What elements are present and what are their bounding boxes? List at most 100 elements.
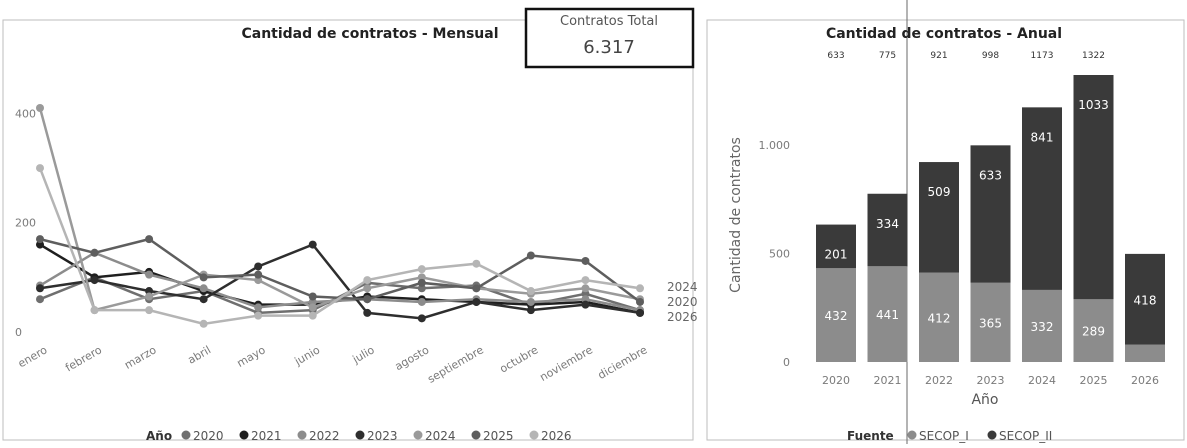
annual-legend: SECOP_I SECOP_II xyxy=(907,429,1052,443)
x-tick-label: agosto xyxy=(393,343,432,373)
x-tick-label: 2023 xyxy=(977,374,1005,387)
data-point xyxy=(145,270,154,279)
data-point xyxy=(417,265,426,274)
total-label: 1173 xyxy=(1031,51,1054,61)
data-point xyxy=(199,273,208,282)
bar-segment-SECOP_II xyxy=(816,224,856,269)
annual-bar-chart: 0 500 1.000 432 201 2020 633 441 334 2021 775 412 50… xyxy=(759,51,1165,387)
bar-data-label: 365 xyxy=(979,316,1002,330)
bar-segment-SECOP_I xyxy=(1125,344,1165,362)
data-point xyxy=(308,311,317,320)
bar-segment-SECOP_II xyxy=(1073,75,1114,300)
data-point xyxy=(36,164,44,173)
data-point xyxy=(36,104,44,112)
legend-marker-2020 xyxy=(181,430,191,440)
bar-data-label: 1033 xyxy=(1078,98,1109,112)
bar-segment-SECOP_II xyxy=(970,145,1011,283)
legend-marker-2021 xyxy=(239,430,249,440)
bar-data-label: 334 xyxy=(876,217,899,231)
data-point xyxy=(363,295,372,304)
x-tick-label: septiembre xyxy=(425,343,486,386)
data-point xyxy=(145,235,154,244)
monthly-panel-frame xyxy=(2,19,694,441)
x-tick-label: mayo xyxy=(235,343,268,370)
legend-label-2022: 2022 xyxy=(309,429,340,443)
bar-data-label: 289 xyxy=(1082,325,1105,339)
series-line-2022 xyxy=(39,251,641,312)
bar-segment-SECOP_I xyxy=(1022,289,1062,362)
legend-marker-2024 xyxy=(413,430,423,440)
series-end-label: 2024 xyxy=(667,280,698,294)
legend-label-SECOP_I: SECOP_I xyxy=(919,429,969,443)
data-point xyxy=(308,240,317,249)
monthly-legend: 2020 2021 2022 2023 2024 2025 2026 xyxy=(181,429,572,443)
data-point xyxy=(145,306,154,315)
data-point xyxy=(472,284,481,293)
data-point xyxy=(581,256,590,265)
data-point xyxy=(254,270,263,279)
y-tick-label: 200 xyxy=(15,217,36,230)
data-point xyxy=(526,297,535,306)
data-point xyxy=(581,276,590,285)
series-end-label: 2026 xyxy=(667,310,698,324)
x-tick-label: abril xyxy=(186,343,214,366)
y-tick-label: 1.000 xyxy=(759,139,791,152)
data-point xyxy=(526,306,535,315)
annual-legend-title: Fuente xyxy=(847,429,894,443)
monthly-chart-title: Cantidad de contratos - Mensual xyxy=(241,26,498,42)
x-tick-label: julio xyxy=(350,343,377,366)
legend-label-2023: 2023 xyxy=(367,429,398,443)
legend-marker-SECOP_I xyxy=(907,430,917,440)
data-point xyxy=(36,295,44,304)
total-label: 775 xyxy=(879,51,896,61)
data-point xyxy=(308,303,317,312)
bar-segment-SECOP_I xyxy=(816,268,856,362)
bar-data-label: 412 xyxy=(928,311,951,325)
total-label: 998 xyxy=(982,51,999,61)
y-tick-label: 0 xyxy=(15,326,22,339)
data-point xyxy=(581,300,590,309)
data-point xyxy=(417,278,426,287)
data-point xyxy=(90,306,99,315)
y-tick-label: 0 xyxy=(783,356,790,369)
legend-label-2021: 2021 xyxy=(251,429,282,443)
annual-ylabel: Cantidad de contratos xyxy=(728,137,744,293)
x-tick-label: noviembre xyxy=(538,343,596,384)
data-point xyxy=(636,284,644,293)
x-tick-label: 2026 xyxy=(1131,374,1159,387)
data-point xyxy=(254,303,263,312)
data-point xyxy=(526,251,535,260)
bar-segment-SECOP_II xyxy=(867,193,908,267)
x-tick-label: junio xyxy=(292,343,323,368)
bar-data-label: 432 xyxy=(825,309,848,323)
legend-marker-2022 xyxy=(297,430,307,440)
data-point xyxy=(199,319,208,328)
bar-segment-SECOP_I xyxy=(970,282,1011,362)
total-label: 633 xyxy=(827,51,844,61)
data-point xyxy=(636,297,644,306)
data-point xyxy=(636,308,644,317)
kpi-card[interactable] xyxy=(524,7,695,69)
x-tick-label: 2024 xyxy=(1028,374,1056,387)
legend-marker-2023 xyxy=(355,430,365,440)
bar-data-label: 441 xyxy=(876,308,899,322)
data-point xyxy=(36,235,44,244)
bar-segment-SECOP_II xyxy=(919,162,959,273)
total-label: 921 xyxy=(930,51,947,61)
bar-data-label: 841 xyxy=(1031,130,1054,144)
legend-label-2025: 2025 xyxy=(483,429,514,443)
x-tick-label: diciembre xyxy=(596,343,650,382)
series-end-label: 2020 xyxy=(667,295,698,309)
bar-segment-SECOP_II xyxy=(1022,107,1062,290)
x-tick-label: 2020 xyxy=(822,374,850,387)
monthly-line-chart: 0 200 400 enero febrero marzo abril mayo junio ju… xyxy=(15,104,698,386)
data-point xyxy=(90,276,99,285)
x-tick-label: 2022 xyxy=(925,374,953,387)
series-line-2026 xyxy=(38,167,641,326)
data-point xyxy=(526,287,535,296)
data-point xyxy=(199,295,208,304)
data-point xyxy=(254,262,263,271)
series-line-2023 xyxy=(39,243,641,320)
